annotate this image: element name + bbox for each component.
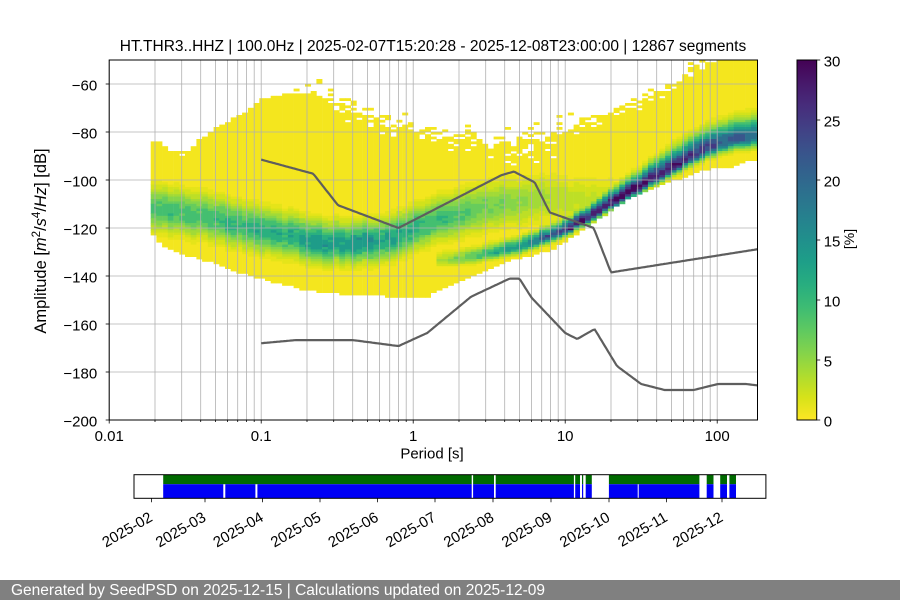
svg-text:10: 10 [824, 293, 841, 310]
svg-text:−200: −200 [63, 413, 97, 430]
svg-text:0.01: 0.01 [95, 428, 124, 445]
svg-text:0.1: 0.1 [251, 428, 272, 445]
svg-text:−160: −160 [63, 317, 97, 334]
svg-text:−80: −80 [72, 125, 97, 142]
svg-text:15: 15 [824, 233, 841, 250]
svg-text:5: 5 [824, 353, 832, 370]
svg-text:[%]: [%] [841, 229, 857, 249]
svg-text:30: 30 [824, 53, 841, 70]
svg-text:0: 0 [824, 413, 832, 430]
svg-text:Generated by SeedPSD on 2025-1: Generated by SeedPSD on 2025-12-15 | Cal… [11, 582, 545, 599]
svg-text:−60: −60 [72, 77, 97, 94]
svg-text:20: 20 [824, 173, 841, 190]
svg-text:−100: −100 [63, 173, 97, 190]
svg-text:Period [s]: Period [s] [400, 446, 463, 463]
svg-text:−180: −180 [63, 365, 97, 382]
svg-text:1: 1 [409, 428, 417, 445]
svg-text:25: 25 [824, 113, 841, 130]
svg-text:−140: −140 [63, 269, 97, 286]
svg-text:100: 100 [705, 428, 730, 445]
svg-text:HT.THR3..HHZ | 100.0Hz | 2025-: HT.THR3..HHZ | 100.0Hz | 2025-02-07T15:2… [120, 38, 747, 55]
svg-text:−120: −120 [63, 221, 97, 238]
svg-text:10: 10 [557, 428, 574, 445]
svg-text:Amplitude [m2/s4/Hz] [dB]: Amplitude [m2/s4/Hz] [dB] [31, 148, 50, 333]
